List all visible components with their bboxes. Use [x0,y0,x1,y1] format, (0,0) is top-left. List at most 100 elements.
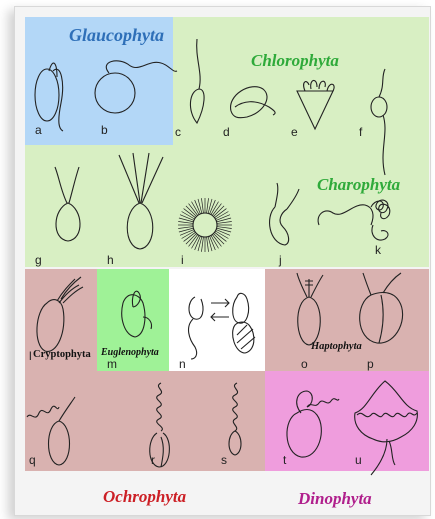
cell-o-drawing [296,272,324,346]
flagellum-hair [215,214,231,221]
cell-label-t: t [283,453,287,467]
cell-m-drawing [121,290,153,338]
flagellum-hair [216,221,232,224]
flagellum-hair [215,211,229,220]
haptophyta-label: Haptophyta [311,341,362,352]
blank-region-n [169,269,265,371]
cell-label-u: u [355,453,362,467]
cell-t-drawing [286,390,340,458]
cell-label-h: h [107,253,114,267]
flagellum-hair [191,235,200,249]
cell-l-drawing [36,276,84,352]
cell-label-f: f [359,125,363,139]
cell-p-drawing [359,272,404,344]
cell-label-j: j [279,253,282,267]
flagellum-hair [207,198,213,214]
chlorophyta-region [173,17,429,267]
euglenophyta-label: Euglenophyta [101,347,159,358]
cell-f-drawing [370,68,388,176]
flagellum-hair [181,230,195,239]
cell-label-g: g [35,253,42,267]
flagellum-hair [215,230,229,239]
flagellum-hair [178,226,194,229]
cell-c-drawing [189,38,205,124]
flagellum-hair [194,235,201,251]
dinophyta-region [265,371,429,471]
flagellum-hair [216,226,232,229]
chlorophyta-label: Chlorophyta [251,51,339,70]
cell-label-m: m [107,357,117,371]
cell-label-n: n [179,357,186,371]
cell-j-drawing [269,182,300,246]
glaucophyta-label: Glaucophyta [69,25,165,45]
ochrophyta-region [25,371,265,471]
cell-b-drawing [94,60,178,114]
flagellum-hair [214,232,227,242]
cryptophyta-label: Cryptophyta [33,349,91,360]
cell-i-drawing [178,198,232,252]
cell-label-k: k [375,243,381,257]
cell-k-drawing [317,199,391,241]
flagellum-hair [214,208,227,218]
cell-label-q: q [29,453,36,467]
euglenophyta-region [97,269,169,371]
flagellum-hair [181,211,195,220]
flagellum-hair [191,201,200,215]
cell-label-d: d [223,125,230,139]
cell-a-drawing [34,62,64,132]
flagellum-hair [206,236,209,252]
cell-g-drawing [54,166,81,242]
flagellum-hair [209,235,216,251]
flagellum-hair [178,227,194,233]
flagellum-hair [185,233,197,245]
flagellum-hair [197,198,203,214]
cell-label-r: r [151,453,155,467]
cell-label-o: o [301,357,308,371]
flagellum-hair [212,203,222,216]
flagellum-hair [213,233,225,245]
cell-label-a: a [35,123,42,137]
cell-label-b: b [101,123,108,137]
flagellum-hair [201,236,204,252]
flagellum-hair [194,199,201,215]
flagellum-hair [178,221,194,224]
cell-u-drawing [354,380,418,476]
cell-q-drawing [26,396,76,466]
cell-n-drawing [187,292,256,360]
cell-s-drawing [228,382,242,456]
flagellum-hair [210,201,219,215]
flagellum-hair [188,234,198,247]
cell-label-p: p [367,357,374,371]
flagellum-hair [201,198,204,214]
flagellum-hair [209,199,216,215]
dinophyta-label: Dinophyta [298,489,372,508]
cell-label-e: e [291,125,298,139]
flagellum-hair [207,236,213,252]
cell-label-s: s [221,453,227,467]
cell-label-c: c [175,125,181,139]
flagellum-hair [183,208,196,218]
flagellum-hair [216,217,232,223]
cell-label-l: l [29,349,32,363]
cell-d-drawing [230,86,276,119]
flagellum-hair [179,229,195,236]
cell-r-drawing [149,382,170,468]
flagellum-hair [185,205,197,217]
charophyta-label: Charophyta [317,175,401,194]
cell-e-drawing [296,79,335,131]
flagellum-hair [213,205,225,217]
ochrophyta-label: Ochrophyta [103,487,187,506]
flagellum-hair [210,235,219,249]
cryptophyta-region [25,269,97,371]
flagellum-hair [206,198,209,214]
figure-frame: Glaucophyta Chlorophyta Charophyta Crypt… [14,6,431,516]
cell-h-drawing [118,152,164,250]
flagellum-hair [188,203,198,216]
flagellum-hair [215,229,231,236]
flagellum-hair [197,236,203,252]
flagellum-hair [212,234,222,247]
flagellum-hair [179,214,195,221]
flagellum-hair [178,217,194,223]
flagellum-hair [216,227,232,233]
chlorophyta-lower-region [25,145,173,267]
